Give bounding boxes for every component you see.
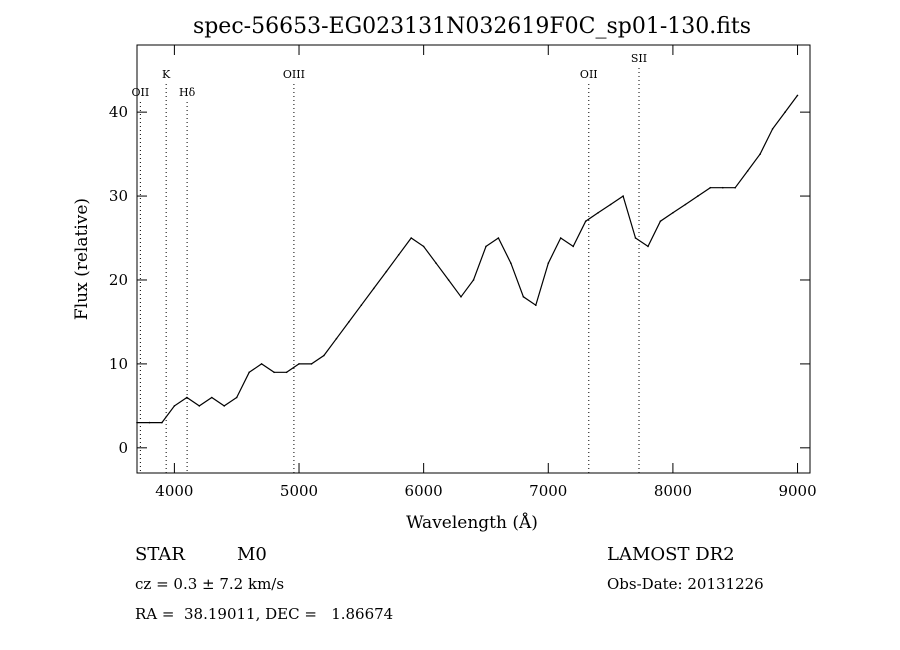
x-tick-label: 9000 [778,482,816,500]
y-axis-label: Flux (relative) [72,198,92,320]
spectral-line-label: OIII [283,68,305,81]
spectrum-point [161,421,163,424]
spectrum-point [472,279,475,281]
spectrum-point [186,396,188,399]
spectrum-point [709,186,712,189]
spectrum-point [136,421,138,424]
spectrum-point [759,153,761,155]
spectrum-point [273,371,275,374]
spectral-line-label: Hδ [179,86,196,99]
spectrum-series [136,94,799,424]
spectrum-point [360,304,363,307]
spectral-line-label: OII [132,86,150,99]
spectrum-point [647,245,649,248]
spectrum-point [784,111,786,113]
spectrum-point [722,186,724,189]
spectrum-point [622,195,624,197]
spectrum-point [771,128,774,130]
spectrum-point [285,371,288,374]
spectrum-point [173,405,176,407]
survey-name: LAMOST DR2 [607,544,735,565]
spectrum-point [335,337,338,340]
spectrum-point [385,270,388,273]
spectrum-point [310,363,313,365]
y-tick-label: 0 [118,439,128,457]
spectrum-point [634,237,637,239]
spectrum-point [522,296,525,298]
coordinates: RA = 38.19011, DEC = 1.86674 [135,605,393,623]
spectrum-point [260,363,263,365]
plot-frame [136,44,811,474]
x-axis-ticks: 4000 5000 6000 7000 8000 9000 [155,45,817,500]
spectrum-point [397,254,400,256]
spectrum-point [298,363,300,365]
spectrum-point [497,237,500,239]
spectrum-point [248,371,250,374]
spectrum-point [485,245,487,248]
spectral-line-markers: OII K Hδ OIII OII SII [132,52,647,473]
spectrum-point [584,220,587,222]
spectrum-point [697,195,699,197]
x-axis-label: Wavelength (Å) [406,512,538,533]
spectrum-point [460,296,462,298]
x-tick-label: 5000 [280,482,318,500]
spectrum-point [348,321,350,323]
spectrum-point [148,421,151,424]
spectrum-point [746,170,749,172]
observation-date: Obs-Date: 20131226 [607,575,764,593]
object-class: STAR [135,544,185,565]
spectrum-line [137,95,798,424]
spectrum-point [597,212,599,214]
spectrum-point [447,279,450,281]
spectrum-point [684,203,687,206]
spectrum-point [547,262,550,265]
spectrum-point [734,186,736,189]
spectrum-point [223,405,225,407]
spectrum-point [235,396,238,399]
spectrum-point [410,237,413,239]
spectrum-point [198,405,201,407]
x-tick-label: 7000 [529,482,567,500]
object-subclass: M0 [237,544,267,565]
chart-title: spec-56653-EG023131N032619F0C_sp01-130.f… [193,14,751,39]
spectrum-point [422,245,425,248]
spectrum-point [796,94,799,97]
y-tick-label: 10 [109,355,128,373]
y-tick-label: 40 [109,103,128,121]
spectrum-point [659,220,662,222]
spectrum-point [672,212,674,214]
spectrum-point [373,287,375,290]
spectrum-point [435,262,437,265]
x-tick-label: 4000 [155,482,193,500]
y-tick-label: 20 [109,271,128,289]
spectral-line-label: K [162,68,171,81]
y-axis-ticks: 0 10 20 30 40 [109,103,810,457]
spectrum-point [559,237,562,239]
spectrum-point [572,245,574,248]
x-tick-label: 6000 [405,482,443,500]
spectrum-point [510,262,512,265]
spectrum-point [323,354,325,357]
x-tick-label: 8000 [654,482,692,500]
spectrum-point [609,203,612,206]
y-tick-label: 30 [109,187,128,205]
spectrum-point [211,396,213,399]
spectral-line-label: SII [631,52,647,65]
spectrum-point [535,304,537,307]
redshift-cz: cz = 0.3 ± 7.2 km/s [135,575,284,593]
spectral-line-label: OII [580,68,598,81]
